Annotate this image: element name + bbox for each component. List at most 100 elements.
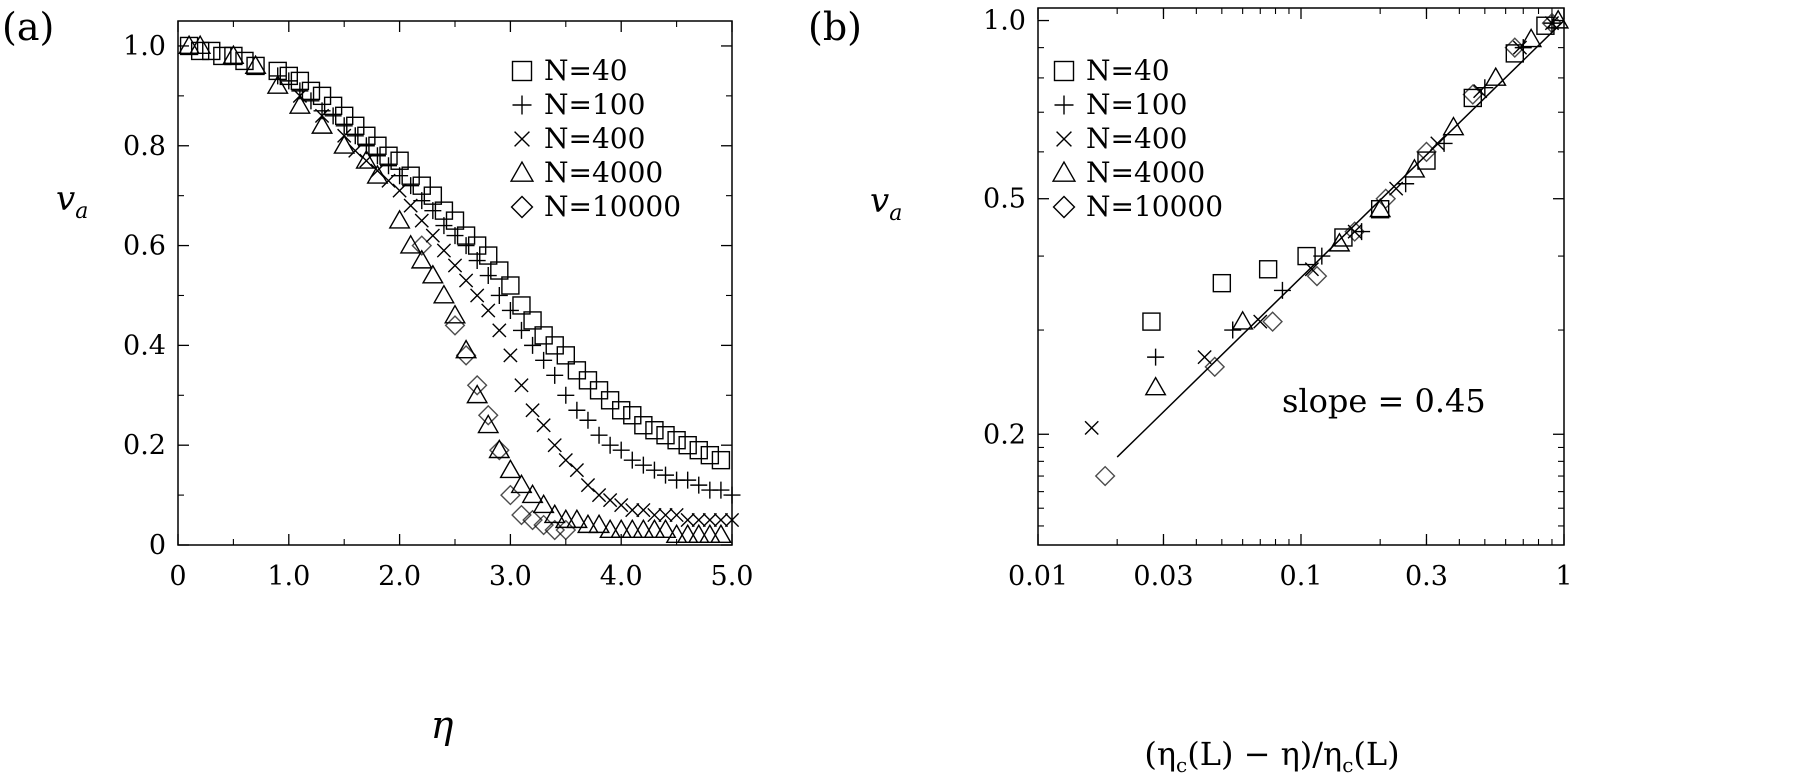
panel-b-point-n-10000 [1204,356,1226,378]
panel-b-point-n-100 [1397,175,1415,193]
panel-a-legend-label-n-10000: N=10000 [544,190,681,223]
panel-a-point-n-100 [690,476,708,494]
panel-a-point-n-4000 [665,523,688,544]
panel-a-point-n-100 [335,117,353,135]
panel-a-point-n-4000 [333,134,356,154]
panel-a-x-tick-label: 5.0 [711,561,754,592]
panel-a-point-n-40 [578,371,598,390]
panel-b-x-tick-label: 0.03 [1133,561,1193,592]
panel-b-point-n-4000 [1403,158,1426,178]
panel-a-point-n-400 [614,497,629,513]
panel-a-point-n-40 [490,261,509,280]
panel-a-legend-marker-n-100 [512,95,532,115]
panel-a-point-n-40 [512,296,531,315]
panel-b-legend-marker-n-100 [1054,95,1074,115]
panel-a-point-n-4000 [654,518,677,539]
panel-b-point-n-40 [1212,273,1232,293]
panel-b-point-n-40 [1463,88,1482,108]
panel-a-point-n-10000 [511,504,532,526]
panel-b-point-n-40 [1297,246,1316,266]
panel-a-point-n-100 [623,451,641,469]
panel-b-point-n-4000 [1484,66,1507,86]
panel-a-point-n-10000 [488,439,510,461]
panel-a-point-n-100 [723,486,741,504]
panel-a-point-n-10000 [477,404,499,426]
panel-a-point-n-100 [546,366,564,384]
panel-a-point-n-100 [435,217,453,235]
panel-b-point-n-4000 [1231,310,1254,330]
panel-a-point-n-4000 [455,339,478,359]
panel-a-x-tick-label: 1.0 [267,561,310,592]
panel-a-point-n-4000 [399,234,422,254]
panel-a-point-n-100 [280,72,298,90]
panel-a-point-n-400 [702,512,717,528]
panel-b-point-n-10000 [1504,37,1526,58]
panel-b-point-n-10000 [1416,141,1437,163]
panel-b-legend-marker-n-400 [1056,131,1072,147]
panel-a-point-n-400 [481,303,496,318]
panel-b-point-n-4000 [1144,376,1167,396]
panel-a-point-n-4000 [288,94,311,114]
panel-a-y-tick-label: 0.4 [123,330,166,361]
panel-b-point-n-100 [1476,79,1494,97]
panel-a-point-n-40 [202,41,221,61]
panel-a-point-n-10000 [555,519,577,541]
panel-a-x-tick-label: 0 [169,561,186,592]
panel-a-point-n-4000 [521,483,544,504]
panel-a-point-n-100 [512,321,530,339]
panel-a-point-n-400 [580,477,596,493]
panel-a-point-n-4000 [421,264,444,284]
panel-a-point-n-4000 [432,284,455,304]
panel-a-point-n-100 [490,286,508,304]
panel-b-point-n-4000 [1328,232,1351,252]
panel-b-legend-label-n-10000: N=10000 [1086,190,1223,223]
panel-a-point-n-400 [602,492,618,508]
panel-a-point-n-4000 [510,473,533,494]
panel-b-point-n-400 [1084,420,1099,436]
panel-a-point-n-40 [556,346,575,365]
panel-a-frame [177,20,733,546]
panel-a-point-n-400 [436,243,452,258]
panel-a-point-n-10000 [411,235,433,256]
panel-a-x-tick-label: 4.0 [600,561,643,592]
panel-b-point-n-100 [1353,223,1371,241]
panel-a-point-n-40 [523,311,542,330]
panel-a-point-n-400 [547,438,562,453]
panel-b-point-n-400 [1430,136,1445,151]
panel-a-point-n-100 [579,411,597,429]
panel-a-point-n-4000 [543,503,566,524]
panel-a-point-n-4000 [488,438,511,459]
panel-a-point-n-40 [501,276,520,295]
panel-b-point-n-10000 [1344,221,1366,242]
panel-a-point-n-4000 [588,513,611,534]
panel-a-point-n-4000 [410,249,433,269]
panel-a-point-n-4000 [554,508,577,529]
panel-b-legend-marker-n-10000 [1052,195,1076,219]
panel-a-point-n-100 [535,351,553,369]
panel-a-point-n-40 [689,440,708,460]
panel-a-point-n-10000 [444,315,466,336]
panel-b-fit-line [1116,20,1565,458]
panel-a-point-n-40 [479,246,498,265]
panel-a-point-n-4000 [444,304,466,324]
panel-b-point-n-100 [1147,348,1165,366]
panel-a-point-n-400 [525,403,540,418]
panel-a-point-n-4000 [565,508,588,529]
panel-a-point-n-10000 [466,374,488,396]
panel-b-y-tick-label: 0.2 [983,419,1026,450]
panel-a-point-n-100 [457,237,475,255]
panel-a-point-n-100 [346,127,364,145]
panel-a-point-n-400 [658,507,673,523]
panel-a-legend-label-n-40: N=40 [544,54,628,87]
panel-a-y-tick-label: 0 [149,530,166,561]
panel-b-point-n-400 [1197,349,1212,365]
panel-b-legend-marker-n-40 [1053,60,1075,82]
panel-a-point-n-40 [656,426,675,445]
panel-a-x-tick-label: 2.0 [378,561,421,592]
panel-a-point-n-400 [425,228,440,243]
panel-a-legend-marker-n-400 [514,131,530,147]
panel-a-point-n-40 [567,361,587,380]
panel-b-point-n-4000 [1547,9,1570,29]
